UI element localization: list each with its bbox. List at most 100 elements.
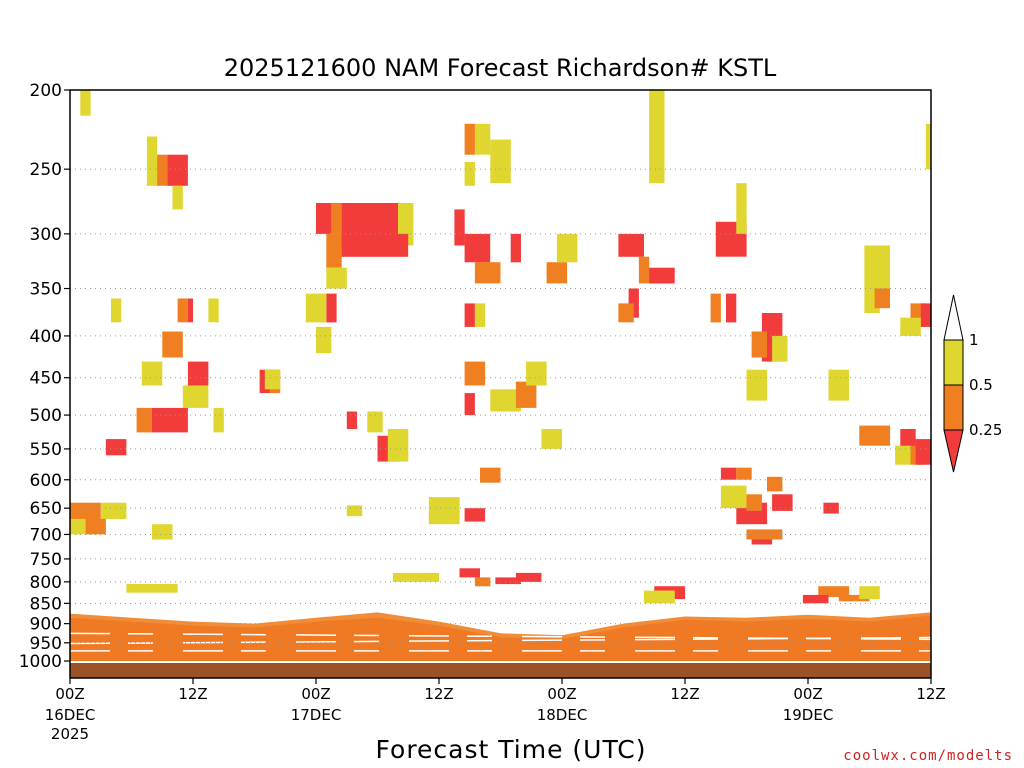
x-tick-label: 12Z [424, 685, 453, 703]
ri-cell [720, 467, 737, 480]
ground-layer [70, 663, 931, 678]
ri-cell [474, 123, 491, 155]
ri-cell [838, 594, 870, 602]
ri-cell [162, 331, 183, 358]
ri-cell [136, 407, 152, 433]
ri-cell [541, 429, 562, 449]
ri-cell [474, 262, 501, 284]
legend-band [943, 339, 964, 386]
ri-cell [464, 303, 475, 327]
gridlines [70, 168, 931, 644]
legend-label: 0.5 [969, 376, 993, 394]
ri-cell [464, 123, 475, 155]
x-tick-label: 12Z [670, 685, 699, 703]
ri-cell [70, 502, 101, 519]
ri-cell [167, 154, 188, 186]
x-tick-label: 00Z [547, 685, 576, 703]
ri-cell [172, 185, 183, 210]
y-tick-label: 450 [30, 369, 62, 389]
ri-cell [556, 233, 578, 263]
ri-cell [618, 303, 634, 323]
ri-cell [428, 497, 460, 525]
y-tick-label: 300 [30, 225, 62, 245]
x-tick-label: 00Z [55, 685, 84, 703]
ri-cell [895, 445, 911, 465]
y-tick-label: 400 [30, 327, 62, 347]
ri-cell [751, 331, 767, 358]
legend-label: 1 [969, 331, 979, 349]
legend-label: 0.25 [969, 421, 1002, 439]
ri-cell [387, 429, 409, 462]
ri-cell [331, 203, 342, 234]
y-tick-label: 500 [30, 406, 62, 426]
y-tick-label: 550 [30, 440, 62, 460]
ri-cell [510, 233, 521, 263]
ri-cell [480, 467, 501, 483]
y-tick-label: 250 [30, 160, 62, 180]
ri-cell [474, 303, 486, 327]
ri-cell [859, 425, 891, 446]
ri-cell [126, 584, 178, 593]
x-tick-label: 12Z [916, 685, 945, 703]
ri-cell [326, 233, 342, 268]
y-tick-label: 900 [30, 615, 62, 635]
ri-cell [182, 385, 209, 408]
ri-cell [802, 594, 829, 604]
ri-cell [464, 361, 486, 386]
ri-cell [392, 572, 439, 582]
chart-title: 2025121600 NAM Forecast Richardson# KSTL [224, 54, 777, 82]
ri-cell [490, 389, 522, 412]
ri-cell [187, 298, 193, 323]
ri-cell [459, 568, 480, 578]
x-tick-sublabel: 17DEC [291, 706, 342, 724]
ri-cell [823, 502, 839, 514]
ri-cell [526, 361, 547, 386]
ri-cell [367, 411, 383, 433]
ri-cell [900, 317, 921, 336]
ri-cell [818, 586, 850, 597]
x-tick-label: 00Z [301, 685, 330, 703]
ri-cell [464, 393, 475, 416]
color-legend: 1 0.5 0.25 [943, 294, 1002, 473]
boundary-layer-band [70, 612, 931, 661]
ri-cell [772, 494, 793, 511]
ri-cell [100, 502, 127, 519]
ri-cell [736, 467, 752, 480]
y-tick-label: 200 [30, 81, 62, 101]
ri-cell [638, 256, 650, 284]
ri-cell [618, 233, 644, 257]
ri-cell [925, 123, 931, 170]
y-tick-label: 650 [30, 499, 62, 519]
ri-cell [644, 590, 675, 604]
ri-cell [316, 326, 332, 354]
ri-cell [105, 439, 127, 456]
ri-cell [316, 203, 332, 234]
y-tick-label: 600 [30, 471, 62, 491]
ri-cell [70, 518, 86, 535]
ri-cell [726, 293, 737, 323]
x-tick-sublabel: 2025 [51, 725, 89, 743]
ri-cell [746, 529, 783, 540]
y-tick-label: 800 [30, 573, 62, 593]
ri-cell [515, 572, 542, 582]
ri-cell [772, 335, 788, 362]
ri-cell [915, 439, 931, 465]
ri-cell [454, 209, 465, 246]
ri-cell [146, 136, 158, 186]
ri-cell [464, 508, 486, 522]
ri-cell [346, 505, 363, 517]
credit-watermark: coolwx.com/modelts [843, 748, 1013, 764]
ri-cell [152, 524, 173, 540]
y-tick-label: 350 [30, 280, 62, 300]
plot-frame [69, 89, 932, 679]
ri-cell [495, 577, 521, 585]
boundary-layer-streak [70, 632, 931, 641]
ri-cell [751, 537, 773, 545]
x-tick-label: 00Z [793, 685, 822, 703]
ri-cell [346, 411, 358, 429]
ri-cell [767, 476, 783, 492]
ri-cell [80, 90, 91, 116]
ri-cell [720, 485, 747, 509]
